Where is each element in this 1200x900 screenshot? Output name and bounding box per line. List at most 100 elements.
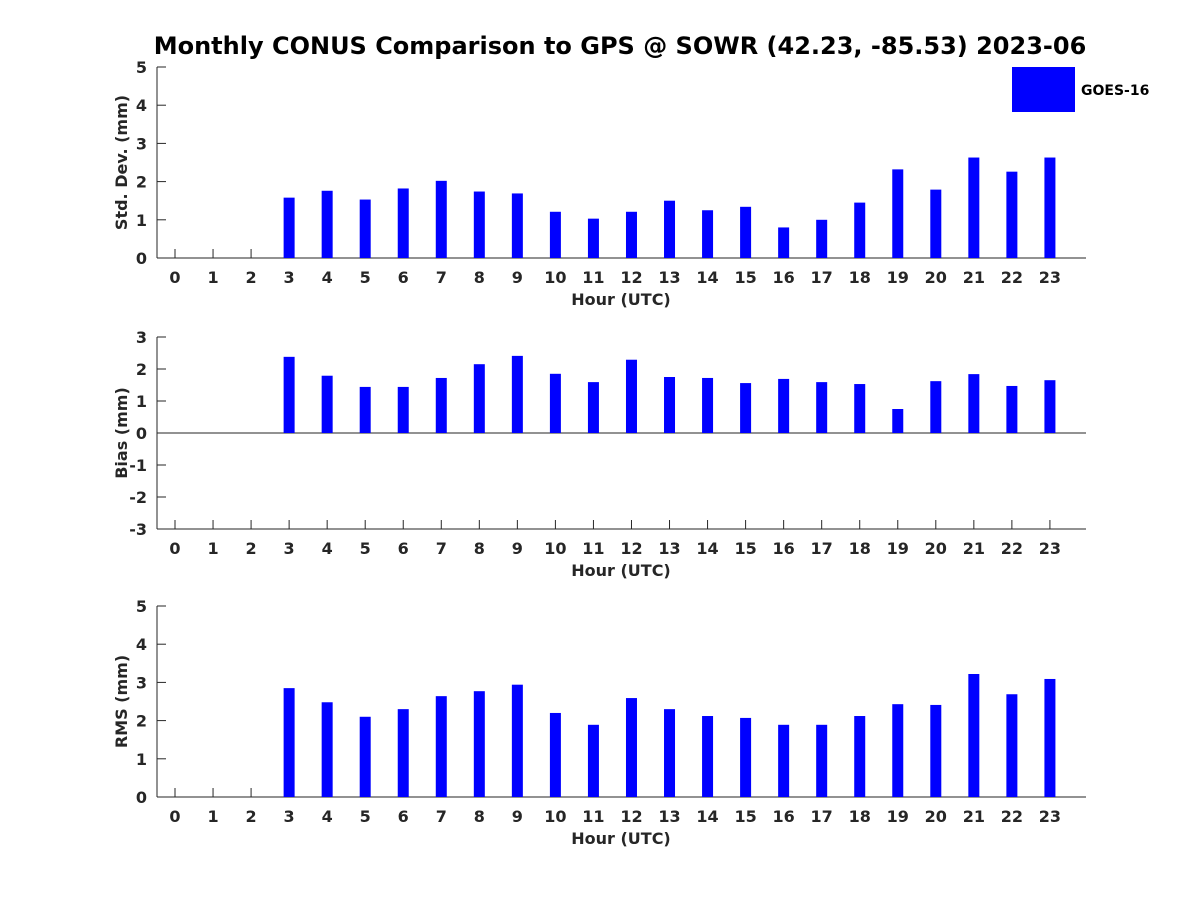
x-tick-label: 11 [582,807,604,826]
bar-hour-13 [664,377,676,433]
x-tick-label: 8 [474,539,485,558]
bar-hour-9 [511,193,523,258]
x-tick-label: 10 [544,807,566,826]
x-tick-label: 4 [322,268,333,287]
bar-hour-6 [397,709,409,797]
bar-hour-7 [435,377,447,433]
y-tick-label: 1 [136,750,147,769]
bar-hour-22 [1006,171,1018,258]
x-tick-label: 23 [1039,268,1061,287]
x-tick-label: 17 [811,539,833,558]
x-tick-label: 7 [436,268,447,287]
x-tick-label: 0 [169,807,180,826]
bar-hour-21 [968,673,980,797]
x-tick-label: 4 [322,539,333,558]
y-tick-label: 3 [136,673,147,692]
x-tick-label: 9 [512,268,523,287]
x-tick-label: 2 [246,807,257,826]
bar-hour-12 [625,211,637,258]
bar-hour-12 [625,359,637,433]
x-tick-label: 13 [658,807,680,826]
x-tick-label: 21 [963,807,985,826]
x-tick-label: 14 [696,807,718,826]
x-tick-label: 3 [284,539,295,558]
bar-hour-17 [816,219,828,258]
x-tick-label: 7 [436,807,447,826]
x-tick-label: 10 [544,539,566,558]
y-tick-label: 4 [136,635,147,654]
x-tick-label: 6 [398,268,409,287]
bar-hour-8 [473,364,485,433]
x-tick-label: 17 [811,807,833,826]
x-tick-label: 19 [887,807,909,826]
bar-hour-6 [397,386,409,433]
bar-hour-16 [778,378,790,433]
bar-hour-18 [854,384,866,433]
bar-hour-7 [435,180,447,258]
x-tick-label: 1 [207,539,218,558]
x-tick-label: 3 [284,807,295,826]
bar-hour-10 [549,712,561,797]
x-tick-label: 19 [887,268,909,287]
x-tick-label: 20 [925,539,947,558]
x-tick-label: 15 [734,539,756,558]
x-tick-label: 15 [734,807,756,826]
bar-hour-11 [587,724,599,797]
y-tick-label: 4 [136,96,147,115]
chart-title: Monthly CONUS Comparison to GPS @ SOWR (… [154,32,1087,60]
bar-hour-13 [664,200,676,258]
bar-hour-17 [816,724,828,797]
x-tick-label: 13 [658,268,680,287]
bar-hour-18 [854,716,866,797]
x-tick-label: 4 [322,807,333,826]
y-tick-label: -3 [129,520,147,539]
y-axis-label: Std. Dev. (mm) [112,95,131,230]
x-tick-label: 16 [773,268,795,287]
x-tick-label: 5 [360,268,371,287]
bar-hour-22 [1006,385,1018,433]
x-tick-label: 22 [1001,807,1023,826]
x-tick-label: 8 [474,268,485,287]
x-axis-label: Hour (UTC) [571,561,671,580]
bar-hour-9 [511,684,523,797]
bar-hour-3 [283,688,295,797]
x-tick-label: 18 [849,539,871,558]
x-tick-label: 15 [734,268,756,287]
x-tick-label: 3 [284,268,295,287]
y-axis-label: RMS (mm) [112,655,131,748]
bar-hour-5 [359,386,371,433]
bar-hour-5 [359,716,371,797]
y-tick-label: 1 [136,211,147,230]
x-tick-label: 10 [544,268,566,287]
bar-hour-19 [892,169,904,258]
y-tick-label: 0 [136,249,147,268]
bar-hour-21 [968,374,980,433]
y-tick-label: 2 [136,712,147,731]
bar-hour-6 [397,188,409,258]
x-tick-label: 9 [512,539,523,558]
bar-hour-19 [892,704,904,797]
x-tick-label: 17 [811,268,833,287]
bar-hour-4 [321,375,333,433]
y-tick-label: -1 [129,456,147,475]
bar-hour-10 [549,211,561,258]
y-tick-label: 2 [136,360,147,379]
x-tick-label: 11 [582,539,604,558]
x-tick-label: 13 [658,539,680,558]
y-tick-label: 3 [136,134,147,153]
x-tick-label: 14 [696,539,718,558]
bar-hour-19 [892,409,904,433]
x-tick-label: 8 [474,807,485,826]
x-tick-label: 23 [1039,539,1061,558]
bar-hour-12 [625,698,637,797]
x-tick-label: 1 [207,268,218,287]
bar-hour-8 [473,191,485,258]
bar-hour-14 [702,716,714,797]
x-tick-label: 22 [1001,268,1023,287]
bar-hour-16 [778,724,790,797]
x-tick-label: 21 [963,539,985,558]
bar-hour-20 [930,704,942,797]
